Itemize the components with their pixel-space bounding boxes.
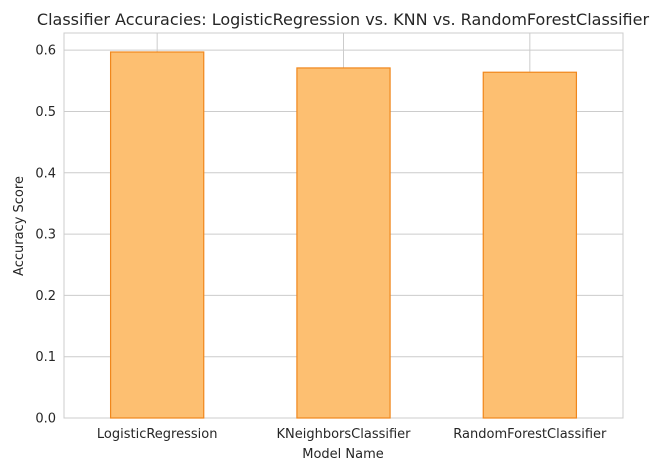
x-tick-label: RandomForestClassifier <box>453 427 607 442</box>
x-tick-label: LogisticRegression <box>97 427 218 442</box>
y-tick-label: 0.5 <box>35 105 56 120</box>
bar-randomforestclassifier <box>482 71 578 419</box>
y-tick-label: 0.1 <box>35 350 56 365</box>
bar-kneighborsclassifier <box>296 67 391 419</box>
y-tick-label: 0.0 <box>35 412 56 427</box>
x-tick-label: KNeighborsClassifier <box>276 427 411 442</box>
y-tick-label: 0.4 <box>35 166 56 181</box>
chart-title: Classifier Accuracies: LogisticRegressio… <box>37 10 650 29</box>
bars-group <box>109 51 578 419</box>
y-tick-label: 0.3 <box>35 228 56 243</box>
y-axis-label: Accuracy Score <box>12 176 27 276</box>
y-tick-label: 0.6 <box>35 44 56 59</box>
y-tick-label: 0.2 <box>35 289 56 304</box>
x-tick-labels: LogisticRegression KNeighborsClassifier Ra… <box>97 427 607 442</box>
y-tick-labels: 0.0 0.1 0.2 0.3 0.4 0.5 0.6 <box>35 44 56 427</box>
bar-logisticregression <box>109 51 205 419</box>
x-axis-label: Model Name <box>302 447 384 462</box>
